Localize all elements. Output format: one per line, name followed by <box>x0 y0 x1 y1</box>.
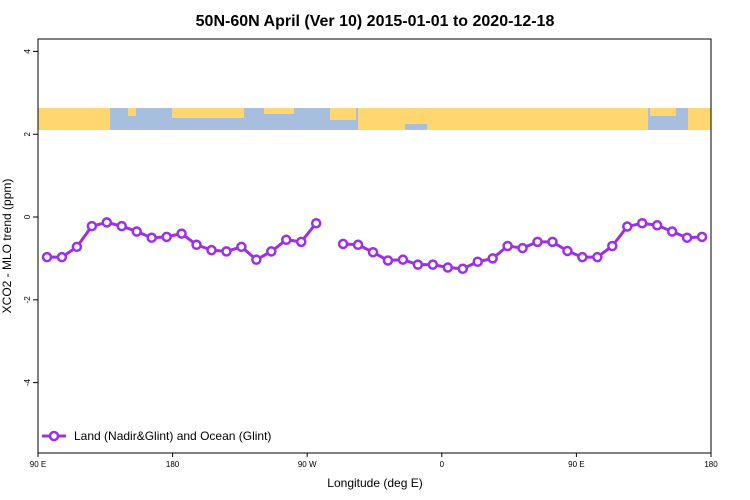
data-point <box>382 255 394 266</box>
data-point <box>281 234 292 246</box>
data-point <box>101 217 113 228</box>
map-land-segment <box>650 108 676 116</box>
data-point <box>681 232 693 243</box>
data-point <box>161 231 172 243</box>
map-land-segment <box>405 124 427 130</box>
map-strip <box>38 108 711 130</box>
data-point <box>472 256 483 267</box>
data-point <box>592 251 603 263</box>
data-point <box>176 228 187 239</box>
data-point <box>696 231 708 243</box>
data-point <box>651 220 663 231</box>
data-point <box>352 239 364 251</box>
x-tick-label: 90 E <box>568 460 584 469</box>
data-point <box>607 240 618 252</box>
legend-label: Land (Nadir&Glint) and Ocean (Glint) <box>74 429 271 443</box>
data-point <box>310 217 322 229</box>
x-axis-label: Longitude (deg E) <box>327 476 422 490</box>
x-tick-label: 90 E <box>30 460 46 469</box>
map-land-segment <box>264 108 294 114</box>
data-point <box>427 259 439 270</box>
x-tick-label: 90 W <box>298 460 317 469</box>
legend: Land (Nadir&Glint) and Ocean (Glint) <box>42 429 271 443</box>
data-point <box>442 262 454 273</box>
chart-title: 50N-60N April (Ver 10) 2015-01-01 to 202… <box>196 13 555 30</box>
y-axis: 4 2 0 -2 -4 <box>23 49 38 387</box>
map-land-segment <box>358 108 648 130</box>
data-point <box>71 241 83 253</box>
data-point <box>547 236 558 248</box>
y-tick-label: 2 <box>23 131 32 136</box>
data-point <box>412 259 424 270</box>
data-point <box>367 246 379 258</box>
data-point <box>666 226 678 237</box>
data-point <box>337 238 349 250</box>
y-tick-label: 0 <box>23 214 32 219</box>
data-point <box>517 242 528 254</box>
data-point <box>86 220 98 232</box>
map-land-segment <box>128 108 136 116</box>
map-land-segment <box>688 108 711 130</box>
legend-marker <box>48 430 60 442</box>
data-point <box>295 236 307 248</box>
data-point <box>397 254 409 265</box>
y-axis-label: XCO2 - MLO trend (ppm) <box>0 179 14 314</box>
data-point <box>532 236 543 248</box>
map-land-segment <box>172 108 244 118</box>
data-point <box>457 263 468 275</box>
series-layer <box>41 217 708 275</box>
y-tick-label: -2 <box>23 296 32 304</box>
data-point <box>487 253 498 264</box>
map-land-segment <box>330 108 356 120</box>
data-point <box>577 251 588 263</box>
data-point <box>191 239 202 251</box>
data-point <box>236 241 247 253</box>
data-point <box>266 246 277 257</box>
y-tick-label: -4 <box>23 379 32 387</box>
data-point <box>116 220 128 232</box>
x-axis: 90 E 180 90 W 0 90 E 180 <box>30 453 718 469</box>
data-point <box>502 240 513 252</box>
data-point <box>562 245 573 257</box>
x-tick-label: 180 <box>704 460 718 469</box>
data-point <box>251 254 262 265</box>
map-land-segment <box>38 108 110 130</box>
x-tick-label: 0 <box>440 460 445 469</box>
x-tick-label: 180 <box>166 460 180 469</box>
data-point <box>41 251 53 263</box>
data-point <box>206 244 217 256</box>
data-point <box>146 232 157 243</box>
data-point <box>131 226 142 237</box>
data-point <box>221 246 232 257</box>
plot-area <box>37 38 712 454</box>
data-point <box>636 217 648 229</box>
data-point <box>621 221 633 232</box>
y-tick-label: 4 <box>23 49 32 54</box>
data-point <box>56 251 68 263</box>
